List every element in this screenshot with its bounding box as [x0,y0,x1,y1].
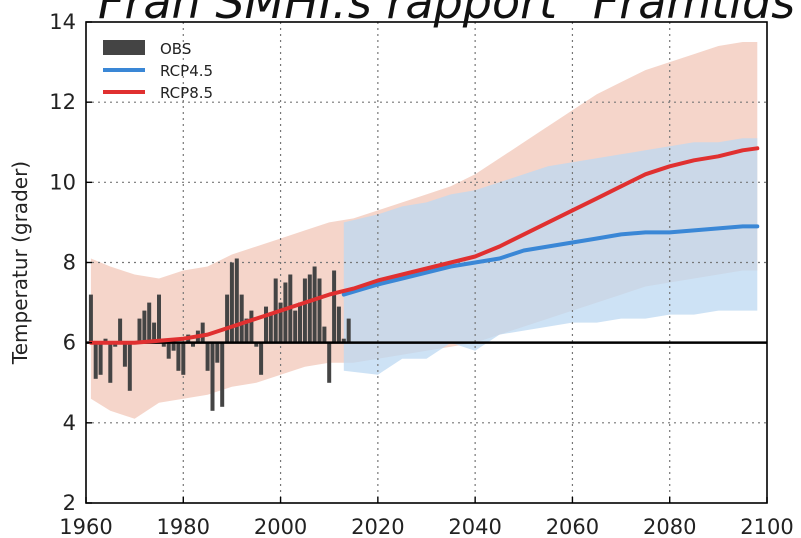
x-tick-label-2040: 2040 [448,515,501,538]
obs-bar-1988 [220,342,225,407]
obs-bar-1979 [176,342,181,371]
obs-bar-1990 [229,262,234,343]
x-axis-ticks: 1960 1980 2000 2020 2040 2060 2080 2100 [59,497,794,538]
chart-title: Från SMHI:s rapport "Framtids [98,0,795,29]
obs-bar-2004 [298,302,302,343]
obs-bar-1974 [152,322,157,343]
obs-bar-1968 [122,342,127,367]
uncertainty-bands [90,42,758,419]
obs-bar-2001 [283,282,288,343]
obs-bar-1982 [191,342,195,347]
y-tick-label-4: 4 [63,411,76,435]
obs-bar-2006 [307,274,312,343]
obs-bar-1962 [93,342,98,379]
obs-bar-1985 [205,342,210,371]
obs-bar-1998 [268,314,273,343]
obs-bar-1991 [234,258,239,343]
obs-bar-1989 [225,294,230,343]
x-tick-label-2060: 2060 [546,515,599,538]
legend: OBS RCP4.5 RCP8.5 [103,40,213,102]
x-tick-label-2100: 2100 [740,515,793,538]
band-rcp45 [343,138,758,375]
obs-bar-2012 [336,306,341,343]
y-tick-label-14: 14 [49,10,76,34]
legend-label-obs: OBS [160,40,191,58]
obs-bar-1963 [98,342,103,375]
obs-bar-1994 [249,310,254,343]
obs-bar-1972 [142,310,147,343]
legend-label-rcp85: RCP8.5 [160,84,213,102]
scenario-lines [88,146,760,345]
obs-bar-1975 [157,294,161,343]
obs-bar-1993 [244,318,249,343]
obs-bar-1996 [259,342,264,375]
obs-bar-1978 [171,342,176,351]
obs-bar-2007 [312,266,317,343]
obs-bar-1967 [118,318,123,343]
obs-bar-2005 [302,278,307,343]
obs-bar-1965 [108,342,113,383]
y-tick-label-6: 6 [63,331,76,355]
line-rcp85 [88,146,760,345]
y-axis-ticks: 2 4 6 8 10 12 14 [49,10,92,515]
x-tick-label-1960: 1960 [59,515,112,538]
y-tick-label-12: 12 [49,90,76,114]
line-rcp45 [341,224,760,297]
y-tick-label-8: 8 [63,251,76,275]
obs-bar-1976 [161,342,166,347]
obs-bar-2009 [322,326,327,343]
obs-bar-1992 [239,294,244,343]
x-tick-label-2000: 2000 [254,515,307,538]
obs-bar-2008 [317,278,322,343]
obs-bar-1980 [181,342,186,375]
x-tick-label-2080: 2080 [643,515,696,538]
obs-bar-1997 [264,306,268,343]
obs-bar-2000 [278,302,283,343]
legend-label-rcp45: RCP4.5 [160,62,213,80]
obs-bar-1986 [210,342,215,411]
obs-bar-1971 [137,318,142,343]
obs-bar-2003 [293,310,298,343]
obs-bar-2010 [327,342,332,383]
x-tick-label-1980: 1980 [157,515,210,538]
y-tick-label-2: 2 [63,491,76,515]
x-tick-label-2020: 2020 [351,515,404,538]
obs-bar-1987 [215,342,220,363]
y-axis-label: Temperatur (grader) [8,161,32,365]
obs-bar-1995 [254,342,259,347]
y-tick-label-10: 10 [49,170,76,194]
obs-bar-2011 [332,270,337,343]
obs-bar-1984 [200,322,205,343]
obs-bar-1977 [166,342,171,359]
obs-bar-2013 [341,338,346,343]
obs-bar-1973 [147,302,152,343]
obs-bar-1969 [127,342,132,391]
obs-bar-2014 [346,318,351,343]
legend-swatch-obs [103,40,145,55]
obs-bar-1961 [88,294,93,343]
